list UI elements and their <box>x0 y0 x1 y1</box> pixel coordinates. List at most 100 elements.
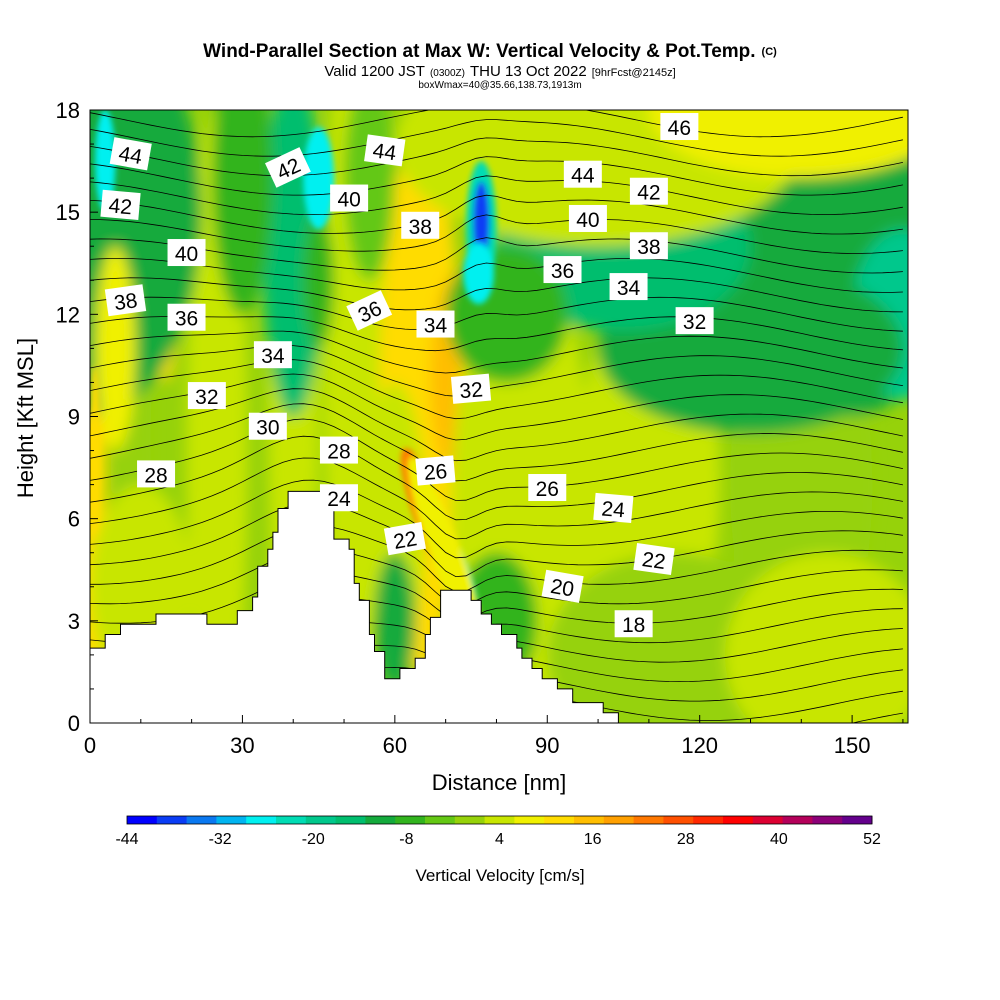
theta-label-text: 40 <box>337 189 360 212</box>
theta-label-text: 22 <box>641 548 667 574</box>
colorbar-swatch <box>365 816 396 824</box>
theta-label: 24 <box>319 484 358 512</box>
theta-label-bg <box>593 492 634 524</box>
theta-label-bg <box>104 284 147 317</box>
theta-label-bg <box>415 455 456 486</box>
theta-label: 36 <box>543 256 582 284</box>
theta-label: 24 <box>593 492 634 524</box>
theta-label: 36 <box>167 303 206 331</box>
y-tick-label: 15 <box>56 200 80 225</box>
colorbar-label: Vertical Velocity [cm/s] <box>415 866 584 885</box>
colorbar-swatch <box>574 816 605 824</box>
y-tick-label: 18 <box>56 98 80 123</box>
x-tick-label: 120 <box>681 733 718 758</box>
theta-contour <box>90 316 903 352</box>
theta-label-text: 28 <box>144 464 167 487</box>
w-core <box>95 110 116 213</box>
theta-label-bg <box>629 177 668 205</box>
theta-label: 46 <box>660 113 699 141</box>
theta-label-text: 36 <box>551 260 574 283</box>
theta-label-text: 38 <box>637 236 660 259</box>
theta-contour <box>90 277 903 313</box>
theta-contour <box>90 572 903 624</box>
theta-label-text: 36 <box>175 308 198 331</box>
theta-label-text: 40 <box>175 243 198 266</box>
colorbar-swatch <box>633 816 664 824</box>
theta-label: 40 <box>167 239 206 267</box>
theta-label-text: 34 <box>424 315 448 338</box>
theta-label-text: 28 <box>327 441 350 464</box>
colorbar-swatch <box>454 816 486 824</box>
theta-label-bg <box>675 307 714 335</box>
colorbar-swatch <box>156 816 188 824</box>
theta-label-bg <box>319 484 358 512</box>
theta-label: 34 <box>253 341 292 369</box>
chart-title-mark: (C) <box>762 46 778 58</box>
y-tick-label: 9 <box>68 405 80 430</box>
theta-label: 26 <box>415 455 456 486</box>
subtitle-fcst: [9hrFcst@2145z] <box>592 67 676 79</box>
w-region <box>725 552 908 723</box>
theta-contour <box>90 110 903 138</box>
theta-label: 42 <box>100 189 141 220</box>
x-axis-label: Distance [nm] <box>432 770 567 795</box>
theta-label-bg <box>319 436 358 464</box>
theta-contour <box>90 330 903 374</box>
w-region <box>344 110 395 281</box>
plot-area: 44 42 40 38 36 42 44 40 38 36 34 34 32 32 30 28 28 26 26 24… <box>90 110 908 759</box>
theta-label-text: 44 <box>371 139 398 165</box>
theta-label-bg <box>543 256 582 284</box>
theta-label: 38 <box>401 211 440 239</box>
theta-label: 34 <box>416 310 455 338</box>
colorbar-tick-label: 16 <box>584 831 602 848</box>
theta-contour <box>90 137 903 177</box>
theta-label: 22 <box>633 543 675 576</box>
theta-label-text: 26 <box>536 478 559 501</box>
theta-label-text: 38 <box>409 216 432 239</box>
theta-contour <box>90 359 903 420</box>
theta-contour <box>90 525 903 593</box>
colorbar-tick-label: -44 <box>115 831 138 848</box>
box-info: boxWmax=40@35.66,138.73,1913m <box>418 80 581 91</box>
w-core <box>303 127 334 230</box>
theta-label-bg <box>416 310 455 338</box>
colorbar-frame <box>126 815 873 825</box>
theta-contour <box>90 237 903 274</box>
theta-label-bg <box>450 373 492 404</box>
theta-label: 28 <box>319 436 358 464</box>
colorbar-swatch <box>395 816 426 824</box>
theta-contour <box>90 344 903 397</box>
theta-label: 32 <box>450 373 492 404</box>
theta-label-bg <box>187 382 226 410</box>
theta-label-text: 44 <box>117 142 144 169</box>
theta-label: 44 <box>563 160 602 188</box>
theta-label-text: 32 <box>683 311 706 334</box>
colorbar-tick-label: -8 <box>399 831 413 848</box>
theta-label-text: 26 <box>423 460 448 485</box>
theta-contour <box>90 214 903 254</box>
theta-label: 18 <box>614 610 653 638</box>
theta-contour <box>90 457 903 540</box>
theta-label-text: 30 <box>256 417 279 440</box>
colorbar-swatch <box>276 816 307 824</box>
theta-label-bg <box>563 160 602 188</box>
theta-label-bg <box>383 522 426 556</box>
theta-label-bg <box>528 474 567 502</box>
x-tick-label: 150 <box>834 733 871 758</box>
theta-label-bg <box>248 412 287 440</box>
colorbar-swatch <box>842 816 873 824</box>
theta-label-text: 34 <box>617 277 641 300</box>
w-region <box>211 110 273 315</box>
theta-label-bg <box>253 341 292 369</box>
y-axis-label: Height [Kft MSL] <box>13 338 38 498</box>
theta-contour <box>90 175 903 216</box>
y-tick-label: 0 <box>68 711 80 736</box>
x-tick-label: 60 <box>383 733 407 758</box>
x-tick-label: 30 <box>230 733 254 758</box>
theta-label-text: 40 <box>576 209 599 232</box>
theta-label: 40 <box>330 184 369 212</box>
colorbar: -44 -32 -20 -8 4 16 28 40 52 <box>115 815 881 848</box>
chart-subtitle: Valid 1200 JST (0300Z) THU 13 Oct 2022 [9hr… <box>324 63 675 80</box>
theta-contour <box>90 726 903 759</box>
